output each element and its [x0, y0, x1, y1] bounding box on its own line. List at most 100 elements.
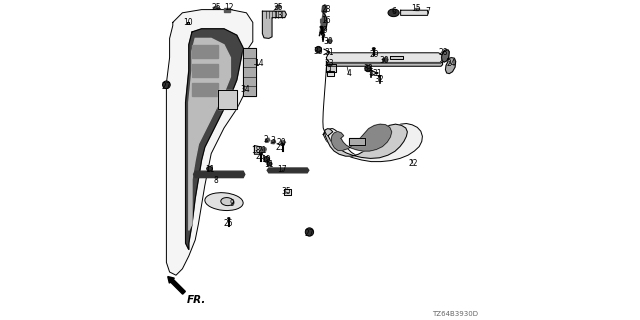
- Polygon shape: [445, 58, 456, 74]
- Text: 22: 22: [408, 159, 417, 168]
- Polygon shape: [192, 45, 218, 58]
- Text: 29: 29: [318, 26, 328, 35]
- Text: 9: 9: [230, 199, 234, 208]
- Polygon shape: [332, 124, 392, 151]
- Polygon shape: [328, 39, 332, 43]
- Polygon shape: [212, 6, 219, 9]
- Polygon shape: [321, 19, 325, 23]
- Text: 14: 14: [254, 60, 264, 68]
- Ellipse shape: [205, 193, 243, 211]
- Polygon shape: [192, 64, 218, 77]
- Polygon shape: [319, 13, 327, 36]
- Text: 17: 17: [276, 165, 287, 174]
- Polygon shape: [261, 148, 266, 152]
- Text: 25: 25: [255, 152, 265, 161]
- Polygon shape: [383, 58, 388, 62]
- Polygon shape: [322, 5, 326, 13]
- Text: 32: 32: [374, 76, 384, 84]
- Polygon shape: [326, 53, 442, 62]
- Text: 23: 23: [324, 60, 335, 68]
- Text: 34: 34: [240, 85, 250, 94]
- Text: 31: 31: [372, 69, 383, 78]
- Polygon shape: [187, 22, 189, 24]
- Circle shape: [315, 46, 321, 53]
- Polygon shape: [254, 146, 264, 154]
- Text: 13: 13: [273, 11, 284, 20]
- Ellipse shape: [228, 218, 230, 219]
- Ellipse shape: [260, 153, 262, 155]
- Text: 25: 25: [273, 4, 284, 12]
- Polygon shape: [401, 10, 428, 15]
- Text: 15: 15: [411, 4, 421, 13]
- Polygon shape: [324, 124, 408, 158]
- Polygon shape: [218, 90, 237, 109]
- Ellipse shape: [207, 166, 212, 171]
- Text: 33: 33: [314, 47, 323, 56]
- Circle shape: [365, 65, 371, 72]
- Text: 27: 27: [161, 82, 172, 91]
- Polygon shape: [193, 171, 245, 178]
- Text: 7: 7: [425, 7, 430, 16]
- Text: 1: 1: [327, 66, 332, 75]
- Ellipse shape: [321, 31, 324, 34]
- Polygon shape: [186, 29, 243, 250]
- Text: 28: 28: [321, 5, 330, 14]
- Text: 4: 4: [346, 69, 351, 78]
- Text: 5: 5: [321, 31, 326, 40]
- Text: 8: 8: [214, 176, 218, 185]
- Polygon shape: [349, 138, 365, 145]
- Polygon shape: [326, 61, 443, 66]
- FancyArrow shape: [168, 276, 186, 294]
- Text: 19: 19: [260, 156, 271, 164]
- Text: 6: 6: [391, 7, 396, 16]
- Text: 11: 11: [264, 160, 273, 169]
- Polygon shape: [268, 168, 309, 173]
- Text: 12: 12: [224, 4, 234, 12]
- Polygon shape: [192, 83, 218, 96]
- Text: 21: 21: [258, 146, 267, 155]
- Ellipse shape: [267, 162, 272, 166]
- Polygon shape: [326, 64, 336, 72]
- Ellipse shape: [372, 47, 376, 50]
- Text: 31: 31: [324, 48, 335, 57]
- Text: 25: 25: [211, 4, 221, 12]
- Ellipse shape: [388, 9, 399, 17]
- Polygon shape: [327, 71, 334, 76]
- Text: 35: 35: [282, 188, 291, 196]
- Text: 27: 27: [305, 229, 315, 238]
- Polygon shape: [189, 38, 230, 230]
- Polygon shape: [166, 10, 253, 275]
- Text: TZ64B3930D: TZ64B3930D: [433, 311, 479, 317]
- Text: 5: 5: [368, 68, 373, 77]
- Ellipse shape: [322, 34, 324, 36]
- Polygon shape: [284, 189, 291, 195]
- Circle shape: [305, 228, 314, 236]
- Text: 18: 18: [252, 146, 260, 155]
- Ellipse shape: [320, 26, 323, 28]
- Text: 30: 30: [323, 37, 333, 46]
- Text: 3: 3: [270, 136, 275, 145]
- Polygon shape: [281, 140, 285, 144]
- Polygon shape: [275, 5, 281, 8]
- Text: 10: 10: [183, 18, 193, 27]
- Circle shape: [163, 81, 170, 89]
- Text: 33: 33: [363, 64, 373, 73]
- Text: 25: 25: [275, 143, 285, 152]
- Ellipse shape: [378, 75, 381, 77]
- Ellipse shape: [221, 197, 234, 206]
- Text: 2: 2: [263, 135, 268, 144]
- Ellipse shape: [369, 70, 372, 72]
- Polygon shape: [224, 8, 230, 12]
- Text: FR.: FR.: [187, 295, 207, 305]
- Text: 28: 28: [438, 48, 448, 57]
- Polygon shape: [323, 124, 422, 162]
- Text: 24: 24: [446, 60, 456, 68]
- Polygon shape: [415, 8, 419, 10]
- Polygon shape: [243, 48, 256, 96]
- Ellipse shape: [282, 144, 284, 145]
- Text: 30: 30: [379, 56, 389, 65]
- Polygon shape: [266, 138, 270, 142]
- Circle shape: [264, 156, 269, 162]
- Polygon shape: [262, 11, 287, 38]
- Polygon shape: [271, 140, 275, 144]
